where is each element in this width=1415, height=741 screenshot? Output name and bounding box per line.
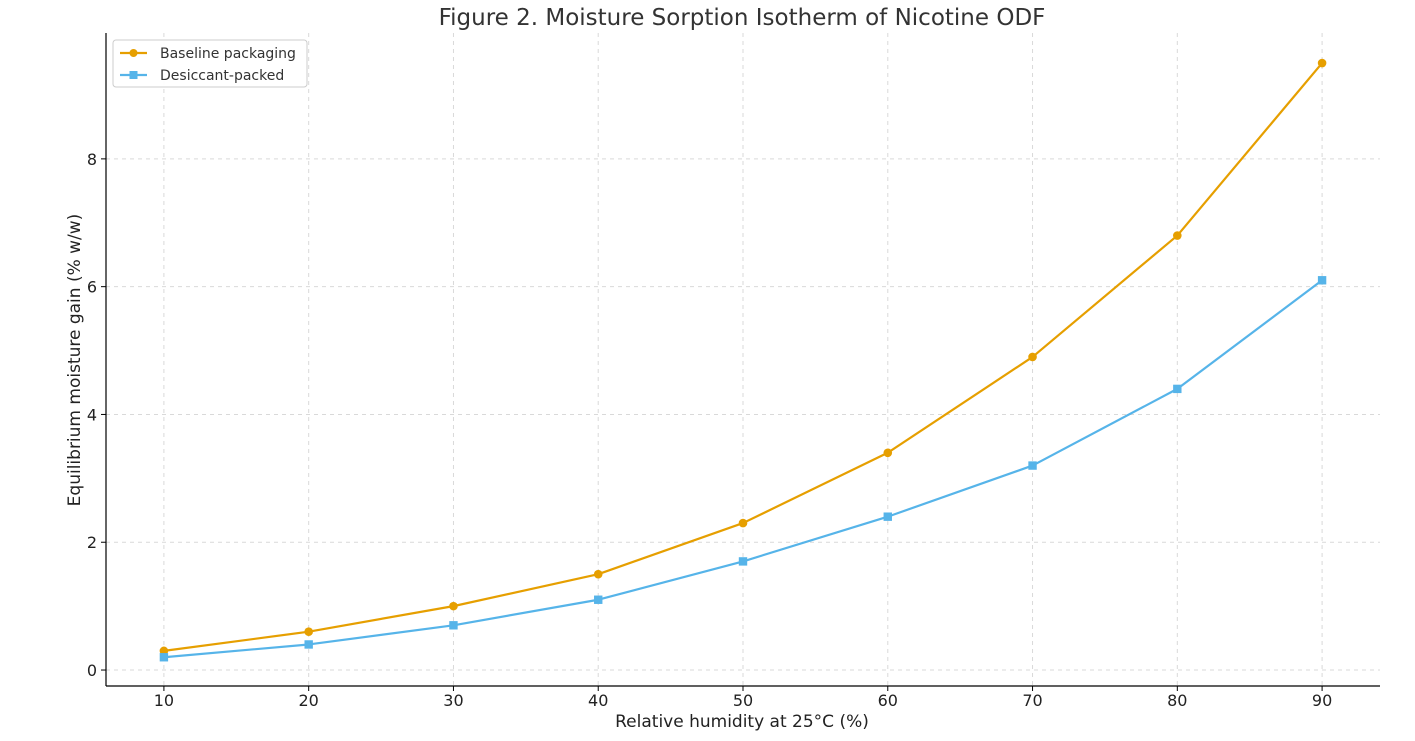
series-1-point-7 [1173,384,1182,394]
x-tick-label-4: 50 [733,691,753,710]
series-1-point-0 [159,653,169,662]
series-0-point-6 [1028,352,1037,362]
series-1-point-4 [738,557,748,566]
x-axis-label: Relative humidity at 25°C (%) [615,712,869,732]
legend: Baseline packaging Desiccant-packed [112,39,308,88]
series-0-point-8 [1317,58,1327,68]
legend-box [112,39,308,88]
grid [106,33,1380,686]
series-1-point-2 [449,621,458,630]
x-tick-label-5: 60 [878,691,898,710]
legend-marker-0 [129,49,138,57]
series-1-point-8 [1317,276,1327,285]
series-1-point-1 [304,640,313,649]
y-tick-label-0: 0 [87,661,97,680]
series-0-point-7 [1173,231,1182,240]
y-tick-label-2: 4 [87,405,97,424]
y-tick-label-3: 6 [87,278,97,297]
legend-marker-1 [129,71,138,79]
series-1-point-3 [594,595,603,604]
x-tick-label-6: 70 [1022,691,1042,710]
legend-label-1: Desiccant-packed [160,68,284,84]
y-tick-label-4: 8 [87,150,97,169]
series-0-point-2 [449,601,458,611]
series-0-point-5 [883,448,893,458]
series-0-point-0 [159,646,169,656]
y-tick-label-1: 2 [87,533,97,552]
axes: 10 20 30 40 50 60 70 80 90 0 2 4 6 8 [87,33,1380,710]
x-tick-label-8: 90 [1312,691,1332,710]
series-0-point-4 [738,518,748,528]
series-0-point-3 [593,569,603,579]
x-tick-label-7: 80 [1167,691,1187,710]
legend-label-0: Baseline packaging [160,46,296,62]
series-1-point-5 [883,512,892,521]
series-1-point-6 [1028,461,1037,470]
x-tick-label-2: 30 [443,691,463,710]
chart-title: Figure 2. Moisture Sorption Isotherm of … [439,5,1046,31]
x-tick-label-0: 10 [154,691,174,710]
y-axis-label: Equilibrium moisture gain (% w/w) [65,214,85,507]
x-tick-label-1: 20 [299,691,319,710]
series-0-point-1 [304,627,313,636]
x-tick-label-3: 40 [588,691,608,710]
series-layer [159,58,1327,662]
